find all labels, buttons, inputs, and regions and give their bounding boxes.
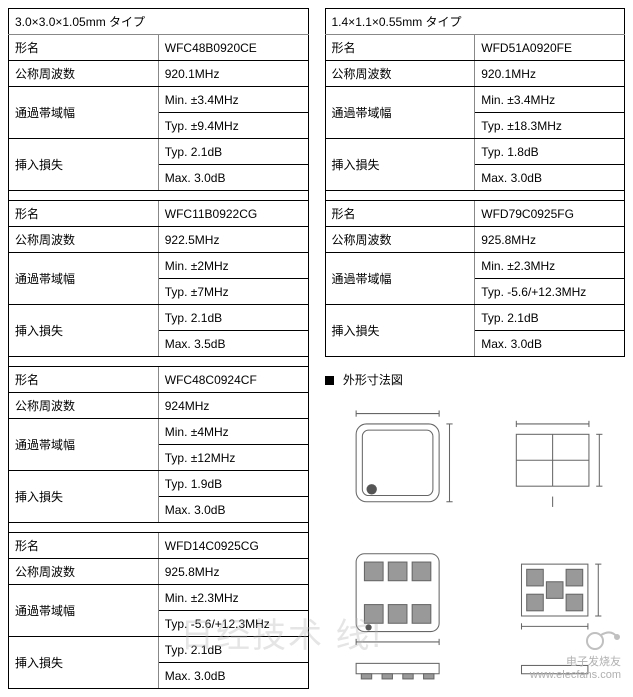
row-label: 挿入損失: [9, 305, 159, 357]
row-value: Max. 3.0dB: [158, 497, 308, 523]
row-value: 925.8MHz: [158, 559, 308, 585]
row-label: 挿入損失: [9, 637, 159, 689]
spacer-row: [9, 357, 309, 367]
row-value: Typ. ±9.4MHz: [158, 113, 308, 139]
row-value: Typ. 2.1dB: [475, 305, 625, 331]
row-label: 形名: [9, 201, 159, 227]
row-value: Max. 3.0dB: [158, 165, 308, 191]
square-bullet-icon: [325, 376, 334, 385]
row-label: 公称周波数: [9, 227, 159, 253]
row-label: 形名: [9, 35, 159, 61]
row-value: Min. ±2MHz: [158, 253, 308, 279]
row-label: 形名: [9, 533, 159, 559]
row-label: 形名: [9, 367, 159, 393]
spacer-row: [9, 191, 309, 201]
row-label: 通過帯域幅: [9, 419, 159, 471]
dimension-heading: 外形寸法図: [325, 371, 626, 388]
watermark-corner: 电子发烧友 www.elecfans.com: [530, 623, 621, 681]
row-value: Min. ±3.4MHz: [475, 87, 625, 113]
row-value: WFC48C0924CF: [158, 367, 308, 393]
row-value: Typ. ±12MHz: [158, 445, 308, 471]
row-value: Typ. 2.1dB: [158, 305, 308, 331]
row-label: 通過帯域幅: [9, 585, 159, 637]
watermark-url: www.elecfans.com: [530, 669, 621, 681]
side-profile-large: [325, 653, 470, 684]
row-value: Max. 3.0dB: [158, 663, 308, 689]
row-value: WFC11B0922CG: [158, 201, 308, 227]
package-top-view-small: [480, 398, 625, 523]
row-label: 挿入損失: [325, 305, 475, 357]
row-value: Typ. ±7MHz: [158, 279, 308, 305]
spacer-row: [325, 191, 625, 201]
row-value: Typ. 1.8dB: [475, 139, 625, 165]
row-label: 通過帯域幅: [9, 253, 159, 305]
spacer-row: [9, 523, 309, 533]
row-value: Min. ±4MHz: [158, 419, 308, 445]
row-label: 公称周波数: [325, 61, 475, 87]
row-label: 公称周波数: [9, 559, 159, 585]
row-value: Max. 3.0dB: [475, 331, 625, 357]
row-value: 925.8MHz: [475, 227, 625, 253]
row-label: 公称周波数: [9, 61, 159, 87]
left-column: 3.0×3.0×1.05mm タイプ 形名 WFC48B0920CE 公称周波数…: [8, 8, 309, 689]
row-value: Typ. 2.1dB: [158, 139, 308, 165]
row-value: WFD51A0920FE: [475, 35, 625, 61]
row-value: 922.5MHz: [158, 227, 308, 253]
row-value: 920.1MHz: [158, 61, 308, 87]
watermark-site: 电子发烧友: [530, 653, 621, 669]
right-spec-table: 1.4×1.1×0.55mm タイプ 形名 WFD51A0920FE 公称周波数…: [325, 8, 626, 357]
right-title: 1.4×1.1×0.55mm タイプ: [325, 9, 625, 35]
elecfans-logo-icon: [581, 623, 621, 653]
row-label: 通過帯域幅: [9, 87, 159, 139]
row-label: 公称周波数: [9, 393, 159, 419]
row-value: Typ. 2.1dB: [158, 637, 308, 663]
row-value: WFC48B0920CE: [158, 35, 308, 61]
row-value: Typ. -5.6/+12.3MHz: [158, 611, 308, 637]
row-label: 形名: [325, 201, 475, 227]
row-value: Typ. ±18.3MHz: [475, 113, 625, 139]
row-value: Min. ±3.4MHz: [158, 87, 308, 113]
row-label: 挿入損失: [325, 139, 475, 191]
package-top-view-large: [325, 398, 470, 523]
row-label: 通過帯域幅: [325, 253, 475, 305]
pad-layout-large: [325, 533, 470, 658]
row-value: WFD14C0925CG: [158, 533, 308, 559]
row-value: 920.1MHz: [475, 61, 625, 87]
row-label: 挿入損失: [9, 471, 159, 523]
row-label: 公称周波数: [325, 227, 475, 253]
row-label: 挿入損失: [9, 139, 159, 191]
row-label: 形名: [325, 35, 475, 61]
dimension-heading-text: 外形寸法図: [343, 373, 403, 387]
row-value: Max. 3.5dB: [158, 331, 308, 357]
row-value: Max. 3.0dB: [475, 165, 625, 191]
left-spec-table: 3.0×3.0×1.05mm タイプ 形名 WFC48B0920CE 公称周波数…: [8, 8, 309, 689]
row-value: Typ. 1.9dB: [158, 471, 308, 497]
row-label: 通過帯域幅: [325, 87, 475, 139]
dimension-drawings: [325, 398, 626, 657]
left-title: 3.0×3.0×1.05mm タイプ: [9, 9, 309, 35]
row-value: Typ. -5.6/+12.3MHz: [475, 279, 625, 305]
row-value: WFD79C0925FG: [475, 201, 625, 227]
row-value: Min. ±2.3MHz: [158, 585, 308, 611]
row-value: Min. ±2.3MHz: [475, 253, 625, 279]
right-column: 1.4×1.1×0.55mm タイプ 形名 WFD51A0920FE 公称周波数…: [325, 8, 626, 684]
row-value: 924MHz: [158, 393, 308, 419]
